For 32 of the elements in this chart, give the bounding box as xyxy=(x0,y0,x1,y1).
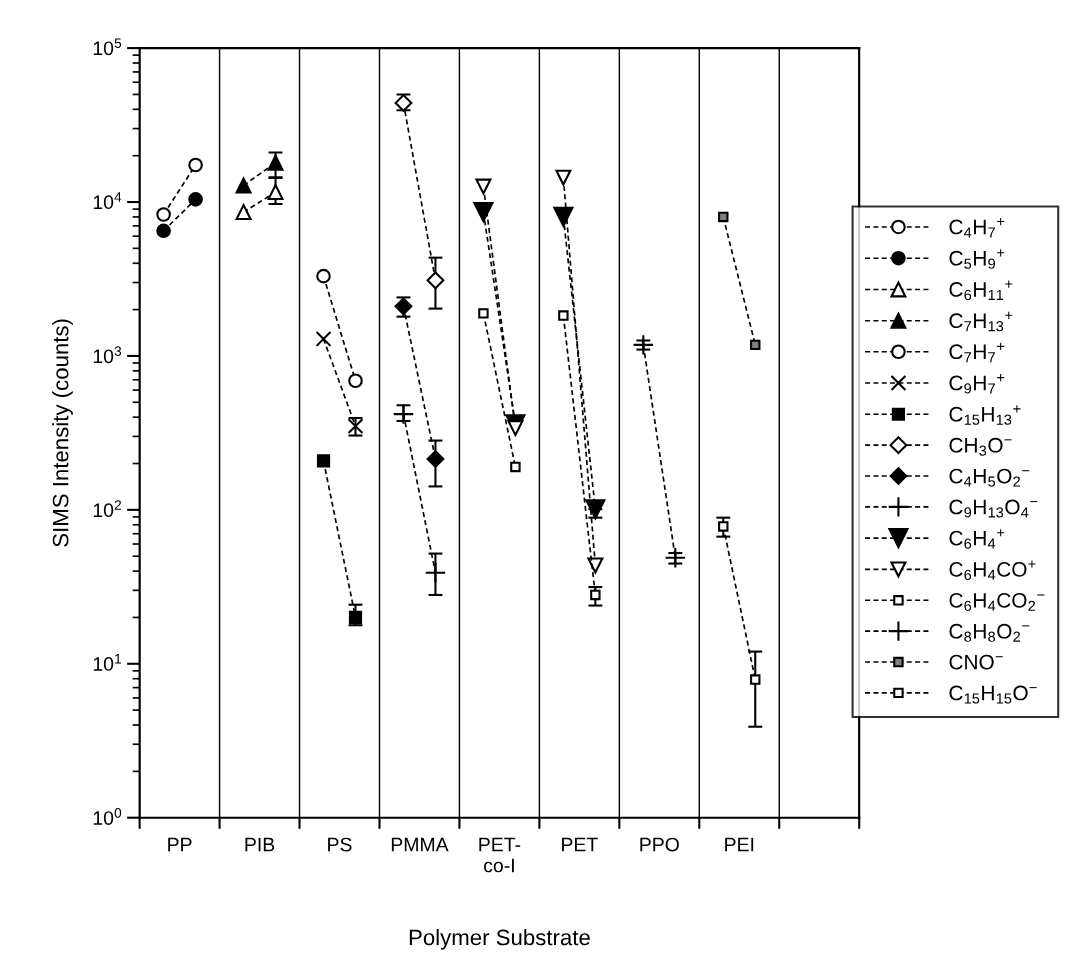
y-axis-title: SIMS Intensity (counts) xyxy=(52,319,73,547)
legend-label: C$_{9}$H$_{7}$$^{+}$ xyxy=(949,374,1005,394)
y-tick-label: 10$^{0}$ xyxy=(93,808,122,825)
legend-label: C$_{6}$H$_{4}$CO$^{+}$ xyxy=(949,560,1036,580)
legend-label: C$_{6}$H$_{4}$$^{+}$ xyxy=(949,529,1005,549)
x-axis-title: Polymer Substrate xyxy=(409,928,590,950)
legend-label: C$_{4}$H$_{5}$O$_{2}$$^{−}$ xyxy=(949,468,1030,487)
x-tick-label: PET xyxy=(562,837,598,852)
y-tick-label: 10$^{3}$ xyxy=(93,346,122,364)
y-tick-label: 10$^{2}$ xyxy=(93,500,122,518)
legend-label: C$_{8}$H$_{8}$O$_{2}$$^{−}$ xyxy=(949,623,1030,642)
x-tick-label: PP xyxy=(168,837,192,852)
x-tick-label: PEI xyxy=(725,837,754,852)
legend-label: C$_{6}$H$_{4}$CO$_{2}$$^{−}$ xyxy=(949,592,1045,611)
legend-label: C$_{9}$H$_{13}$O$_{4}$$^{−}$ xyxy=(949,499,1038,518)
x-tick-label: PS xyxy=(328,837,352,852)
y-tick-label: 10$^{5}$ xyxy=(93,38,122,56)
legend-label: CNO$^{−}$ xyxy=(949,654,1003,670)
legend-label: C$_{4}$H$_{7}$$^{+}$ xyxy=(949,218,1005,238)
legend-label: C$_{15}$H$_{13}$$^{+}$ xyxy=(949,405,1021,425)
y-tick-label: 10$^{4}$ xyxy=(93,192,122,210)
legend-label: C$_{7}$H$_{7}$$^{+}$ xyxy=(949,342,1005,363)
y-tick-label: 10$^{1}$ xyxy=(93,654,122,671)
legend-label: C$_{7}$H$_{13}$$^{+}$ xyxy=(949,311,1013,332)
legend-label: CH$_{3}$O$^{−}$ xyxy=(949,437,1012,456)
x-tick-label: PPO xyxy=(640,837,679,852)
x-tick-label: PIB xyxy=(245,837,275,852)
legend-label: C$_{6}$H$_{11}$$^{+}$ xyxy=(949,280,1013,301)
legend-label: C$_{5}$H$_{9}$$^{+}$ xyxy=(949,249,1005,269)
legend-label: C$_{15}$H$_{15}$O$^{−}$ xyxy=(949,685,1037,704)
x-tick-label: PMMA xyxy=(391,837,449,852)
x-tick-label: PET- co-I xyxy=(479,837,521,873)
